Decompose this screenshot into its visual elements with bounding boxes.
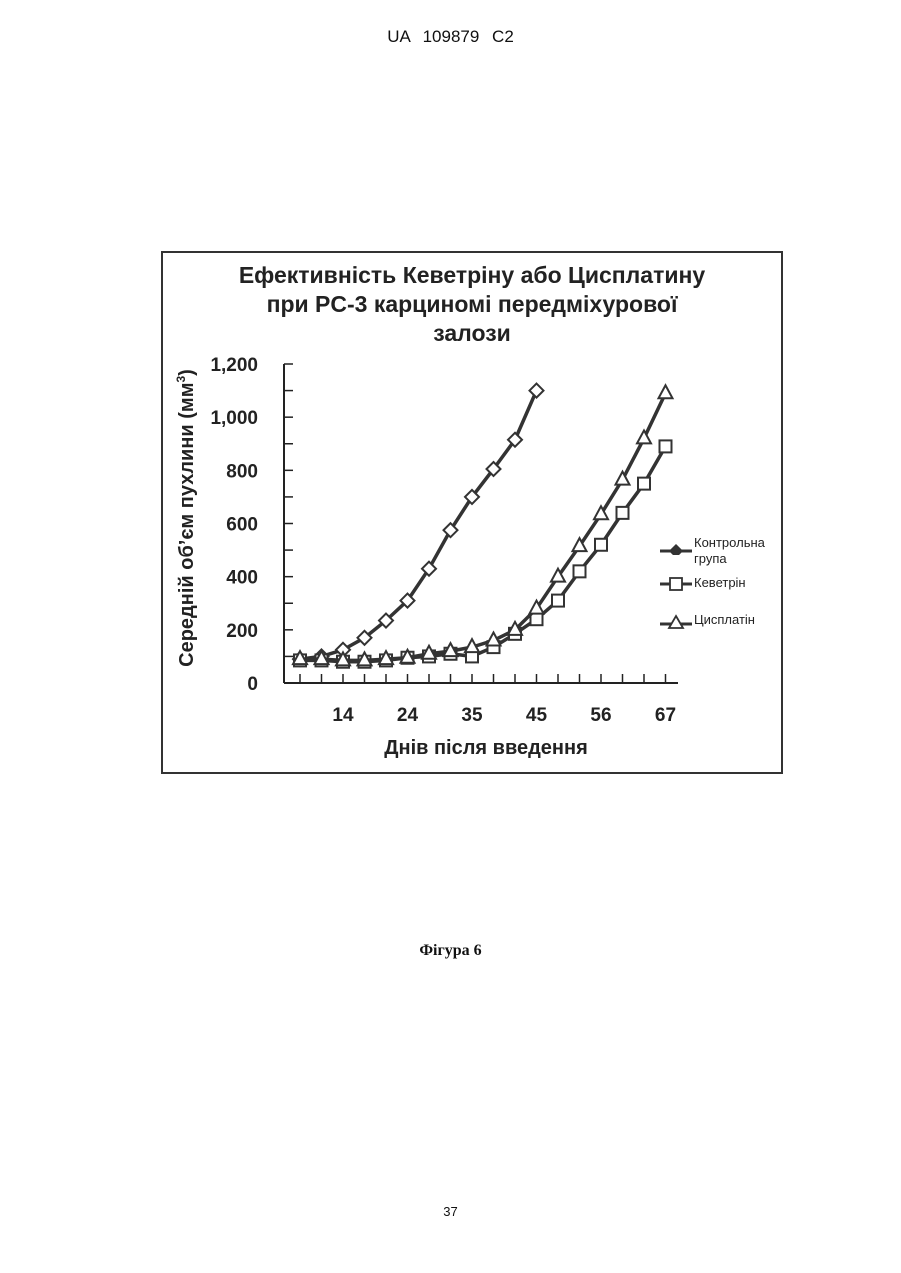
legend-diamond-marker-icon — [660, 535, 692, 555]
data-point-square — [574, 565, 586, 577]
x-axis-label: Днів після введення — [384, 737, 588, 759]
document-header: UA 109879 C2 — [0, 27, 901, 47]
y-tick-label: 1,200 — [210, 355, 258, 376]
y-tick-label: 800 — [226, 461, 258, 482]
svg-text:Середній об’єм пухлини (мм3): Середній об’єм пухлини (мм3) — [174, 369, 198, 667]
y-tick-labels: 0 200 400 600 800 1,000 1,200 — [210, 355, 258, 695]
y-axis-label: Середній об’єм пухлини (мм3) — [174, 369, 198, 667]
chart-axes — [284, 364, 678, 683]
y-axis-label-close: ) — [176, 369, 198, 376]
legend-item-cisplatin: Цисплатін — [660, 612, 780, 652]
series-line — [300, 391, 537, 659]
series-line — [300, 446, 666, 661]
legend-item-control: Контрольна група — [660, 535, 780, 575]
series-0 — [293, 384, 544, 666]
data-point-square — [552, 595, 564, 607]
series-1 — [294, 440, 672, 667]
y-tick-label: 400 — [226, 568, 258, 589]
legend-label-control: Контрольна група — [694, 535, 780, 567]
y-tick-label: 1,000 — [210, 408, 258, 429]
data-point-diamond — [530, 384, 544, 398]
data-point-square — [617, 507, 629, 519]
x-tick-label: 67 — [655, 705, 676, 726]
chart-plot: 0 200 400 600 800 1,000 1,200 14 24 35 45 56 67 Дні… — [163, 253, 781, 772]
legend-triangle-marker-icon — [660, 612, 692, 632]
y-tick-label: 200 — [226, 621, 258, 642]
chart-series — [293, 384, 673, 668]
series-line — [300, 393, 666, 660]
page-number: 37 — [0, 1204, 901, 1219]
legend-label-cisplatin: Цисплатін — [694, 612, 755, 628]
figure-caption: Фігура 6 — [0, 942, 901, 960]
x-tick-label: 14 — [332, 705, 354, 726]
data-point-square — [638, 478, 650, 490]
data-point-triangle — [659, 385, 673, 398]
data-point-square — [660, 440, 672, 452]
x-tick-label: 24 — [397, 705, 419, 726]
x-tick-labels: 14 24 35 45 56 67 — [332, 705, 676, 726]
x-tick-label: 45 — [526, 705, 548, 726]
x-tick-label: 35 — [461, 705, 483, 726]
legend-item-kevetrin: Кеветрін — [660, 575, 780, 615]
data-point-square — [595, 539, 607, 551]
x-tick-label: 56 — [590, 705, 611, 726]
y-tick-label: 600 — [226, 515, 258, 536]
legend-square-marker-icon — [660, 575, 692, 595]
y-axis-label-text: Середній об’єм пухлини (мм — [176, 382, 198, 666]
data-point-triangle — [637, 430, 651, 443]
chart-frame: Ефективність Кеветріну або Цисплатину пр… — [161, 251, 783, 774]
legend-label-kevetrin: Кеветрін — [694, 575, 746, 591]
y-tick-label: 0 — [247, 674, 258, 695]
